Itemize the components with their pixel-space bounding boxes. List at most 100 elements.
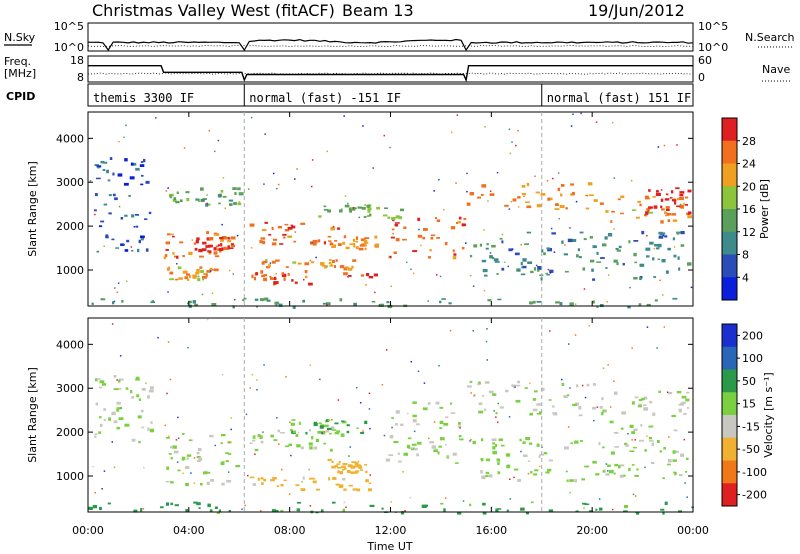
scatter-cell xyxy=(113,375,117,378)
noise-cell xyxy=(517,129,519,132)
noise-cell xyxy=(483,229,485,231)
scatter-cell xyxy=(482,511,487,515)
noise-cell xyxy=(288,493,291,495)
scatter-cell xyxy=(684,204,688,206)
scatter-cell xyxy=(210,479,214,482)
scatter-cell xyxy=(417,234,423,238)
noise-cell xyxy=(569,227,571,229)
scatter-cell xyxy=(339,471,343,475)
scatter-cell xyxy=(180,199,183,202)
scatter-cell xyxy=(96,378,101,380)
scatter-cell xyxy=(463,217,467,220)
scatter-cell xyxy=(211,303,217,306)
noise-cell xyxy=(584,396,587,399)
scatter-cell xyxy=(198,248,203,253)
noise-cell xyxy=(103,470,106,472)
noise-cell xyxy=(166,392,168,395)
scatter-cell xyxy=(501,267,505,271)
nave-label: Nave xyxy=(762,63,790,76)
noise-cell xyxy=(666,212,668,214)
noise-cell xyxy=(232,273,234,275)
scatter-cell xyxy=(534,469,539,472)
noise-cell xyxy=(362,430,364,432)
scatter-cell xyxy=(150,386,154,390)
noise-cell xyxy=(347,276,349,278)
noise-cell xyxy=(309,259,312,262)
noise-cell xyxy=(262,431,264,433)
scatter-cell xyxy=(473,244,478,248)
colorbar-tick-label: 24 xyxy=(742,158,756,171)
scatter-cell xyxy=(335,464,338,468)
scatter-cell xyxy=(388,255,392,259)
scatter-cell xyxy=(559,302,563,306)
scatter-cell xyxy=(263,274,268,277)
scatter-cell xyxy=(637,405,642,408)
scatter-cell xyxy=(192,276,197,279)
noise-cell xyxy=(221,374,224,376)
scatter-cell xyxy=(304,270,308,274)
scatter-cell xyxy=(213,232,217,235)
scatter-cell xyxy=(400,208,405,212)
scatter-cell xyxy=(517,196,521,199)
scatter-cell xyxy=(619,464,625,467)
noise-cell xyxy=(593,419,595,422)
scatter-cell xyxy=(391,217,396,220)
scatter-cell xyxy=(624,442,628,446)
scatter-cell xyxy=(103,408,106,411)
colorbar-tick-label: -50 xyxy=(742,443,760,456)
noise-cell xyxy=(673,246,676,248)
scatter-cell xyxy=(347,464,353,467)
scatter-cell xyxy=(359,244,365,247)
noise-cell xyxy=(470,274,472,277)
noise-cell xyxy=(607,470,609,472)
scatter-cell xyxy=(150,301,156,304)
noise-cell xyxy=(210,270,212,272)
scatter-cell xyxy=(375,243,380,247)
noise-cell xyxy=(683,438,686,441)
scatter-cell xyxy=(217,194,222,198)
scatter-cell xyxy=(317,239,321,243)
scatter-cell xyxy=(266,299,271,302)
colorbar-swatch xyxy=(722,277,737,301)
noise-cell xyxy=(326,304,328,306)
scatter-cell xyxy=(94,164,99,167)
scatter-cell xyxy=(536,403,542,406)
scatter-cell xyxy=(321,432,326,435)
noise-cell xyxy=(187,347,189,349)
scatter-cell xyxy=(213,234,217,236)
scatter-cell xyxy=(237,187,241,191)
scatter-cell xyxy=(96,177,101,180)
scatter-cell xyxy=(505,453,511,457)
noise-cell xyxy=(549,272,552,274)
noise-cell xyxy=(347,202,349,205)
scatter-cell xyxy=(332,259,335,263)
scatter-cell xyxy=(230,236,236,240)
scatter-cell xyxy=(515,399,521,403)
scatter-cell xyxy=(522,258,527,262)
scatter-cell xyxy=(342,241,346,245)
scatter-cell xyxy=(679,194,684,197)
scatter-cell xyxy=(368,482,372,485)
scatter-cell xyxy=(116,426,120,430)
y-tick-label: 4000 xyxy=(56,132,84,145)
scatter-cell xyxy=(336,466,342,469)
scatter-cell xyxy=(645,197,650,200)
scatter-cell xyxy=(593,199,598,202)
scatter-cell xyxy=(304,262,310,266)
scatter-cell xyxy=(559,205,565,209)
noise-cell xyxy=(111,323,114,325)
noise-cell xyxy=(176,263,178,265)
scatter-cell xyxy=(332,476,337,480)
scatter-cell xyxy=(395,410,400,414)
scatter-cell xyxy=(492,442,495,445)
scatter-cell xyxy=(414,447,418,451)
scatter-cell xyxy=(658,235,664,239)
scatter-cell xyxy=(407,437,412,440)
scatter-cell xyxy=(99,380,105,384)
scatter-cell xyxy=(199,266,203,269)
noise-cell xyxy=(606,301,608,303)
scatter-cell xyxy=(672,237,675,241)
scatter-cell xyxy=(148,389,154,393)
noise-cell xyxy=(117,282,120,284)
scatter-cell xyxy=(319,425,324,429)
